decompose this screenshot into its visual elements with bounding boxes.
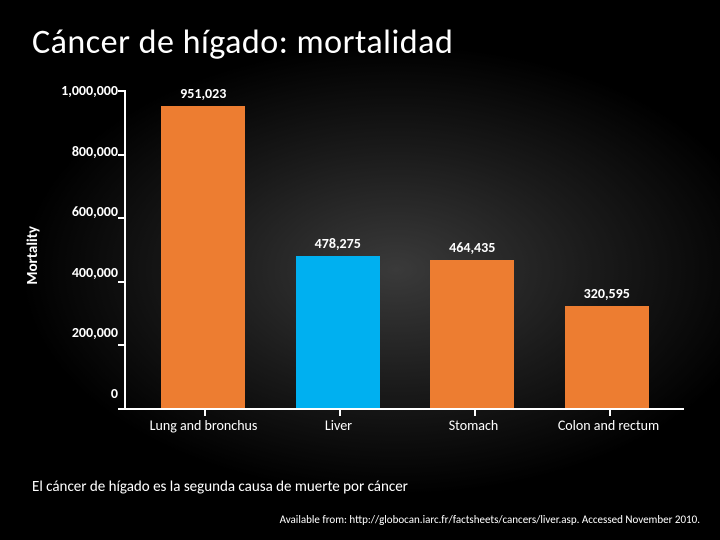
bar-value-label: 320,595 [584,285,630,302]
bar-group: 464,435 [412,239,532,408]
ytick: 0 [46,385,118,402]
ytick-mark [118,281,126,283]
bar-value-label: 464,435 [449,239,495,256]
mortality-chart: Mortality 1,000,000 800,000 600,000 400,… [20,90,700,460]
ytick: 400,000 [46,264,118,281]
xtick-mark [204,408,206,416]
y-axis-label: Mortality [20,226,46,285]
y-axis-ticks: 1,000,000 800,000 600,000 400,000 200,00… [46,90,124,410]
bar-group: 951,023 [143,85,263,408]
ytick-mark [118,217,126,219]
ytick-mark [118,154,126,156]
ytick: 800,000 [46,143,118,160]
bar-value-label: 951,023 [180,85,226,102]
ytick-mark [118,344,126,346]
bars-container: 951,023478,275464,435320,595 [126,90,684,408]
bar [161,106,245,408]
xtick-mark [609,408,611,416]
xtick-mark [474,408,476,416]
bar [430,260,514,408]
ytick: 600,000 [46,203,118,220]
ytick-mark [118,408,126,410]
bar [565,306,649,408]
bar [296,256,380,408]
ytick-mark [118,90,126,92]
plot-area: 951,023478,275464,435320,595 Lung and br… [124,90,684,410]
source-citation: Available from: http://globocan.iarc.fr/… [280,513,700,526]
bar-group: 320,595 [547,285,667,408]
bar-group: 478,275 [278,235,398,408]
ytick: 200,000 [46,324,118,341]
ytick: 1,000,000 [46,82,118,99]
subtitle: El cáncer de hígado es la segunda causa … [32,478,408,496]
page-title: Cáncer de hígado: mortalidad [0,0,720,63]
x-axis-labels: Lung and bronchusLiverStomachColon and r… [126,412,686,435]
xtick-mark [339,408,341,416]
bar-value-label: 478,275 [315,235,361,252]
